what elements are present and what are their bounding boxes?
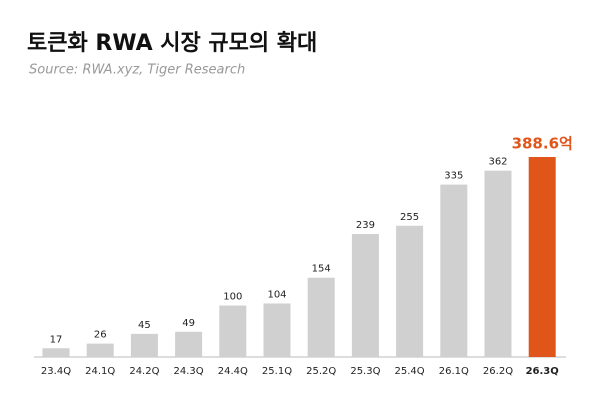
value-label: 49 [182, 318, 195, 329]
value-label: 255 [400, 212, 419, 223]
x-tick-label: 24.4Q [218, 366, 248, 377]
value-label: 17 [50, 334, 63, 345]
x-tick-label: 23.4Q [41, 366, 71, 377]
bar [130, 333, 158, 357]
x-tick-label: 26.3Q [526, 366, 559, 377]
value-label: 362 [488, 157, 507, 168]
value-label: 26 [94, 330, 107, 341]
bar [440, 184, 468, 357]
bar [219, 305, 247, 357]
x-tick-label: 24.1Q [85, 366, 115, 377]
chart-title: 토큰화 RWA 시장 규모의 확대 [27, 31, 317, 56]
x-tick-label: 25.2Q [306, 366, 336, 377]
bar [351, 233, 379, 357]
x-tick-label: 24.3Q [174, 366, 204, 377]
value-label: 154 [312, 264, 331, 275]
bar [484, 170, 512, 357]
bar [307, 277, 335, 357]
bar [396, 225, 424, 357]
value-label: 335 [444, 171, 463, 182]
value-label: 45 [138, 320, 151, 331]
bar [42, 348, 70, 357]
x-tick-label: 25.4Q [395, 366, 425, 377]
bar [175, 331, 203, 357]
chart-subtitle: Source: RWA.xyz, Tiger Research [29, 63, 245, 78]
x-tick-label: 26.2Q [483, 366, 513, 377]
bar [86, 343, 114, 357]
bar [263, 303, 291, 357]
value-label: 100 [223, 292, 242, 303]
x-tick-label: 24.2Q [129, 366, 159, 377]
x-tick-label: 25.3Q [350, 366, 380, 377]
x-tick-label: 26.1Q [439, 366, 469, 377]
value-label: 104 [267, 289, 286, 300]
bar [528, 157, 556, 357]
x-tick-label: 25.1Q [262, 366, 292, 377]
value-label: 388.6억 [512, 135, 573, 153]
value-label: 239 [356, 220, 375, 231]
